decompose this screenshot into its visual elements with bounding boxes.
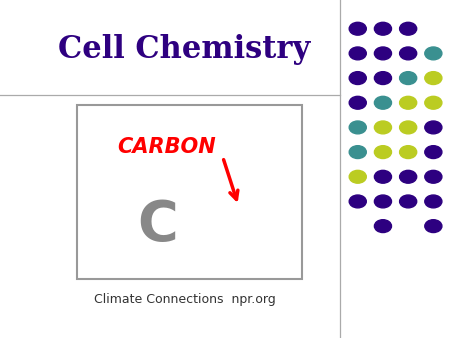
Circle shape <box>425 47 442 60</box>
Circle shape <box>400 195 417 208</box>
Circle shape <box>374 195 392 208</box>
Text: C: C <box>137 198 178 252</box>
Circle shape <box>374 170 392 183</box>
Circle shape <box>349 96 366 109</box>
Circle shape <box>400 47 417 60</box>
Circle shape <box>425 146 442 159</box>
Circle shape <box>349 195 366 208</box>
Circle shape <box>400 72 417 84</box>
Text: Climate Connections  npr.org: Climate Connections npr.org <box>94 293 275 306</box>
Circle shape <box>349 47 366 60</box>
Circle shape <box>425 170 442 183</box>
Bar <box>76 105 302 279</box>
Text: CARBON: CARBON <box>117 137 216 156</box>
Text: Cell Chemistry: Cell Chemistry <box>58 33 310 65</box>
Circle shape <box>425 96 442 109</box>
Circle shape <box>374 96 392 109</box>
Circle shape <box>374 22 392 35</box>
Circle shape <box>349 121 366 134</box>
Circle shape <box>349 170 366 183</box>
Circle shape <box>400 22 417 35</box>
Circle shape <box>400 146 417 159</box>
Circle shape <box>374 47 392 60</box>
Circle shape <box>374 72 392 84</box>
Circle shape <box>349 22 366 35</box>
Circle shape <box>349 146 366 159</box>
Circle shape <box>400 96 417 109</box>
Circle shape <box>425 220 442 233</box>
Circle shape <box>425 72 442 84</box>
Circle shape <box>374 121 392 134</box>
Circle shape <box>425 195 442 208</box>
Circle shape <box>425 121 442 134</box>
Circle shape <box>374 146 392 159</box>
Circle shape <box>400 121 417 134</box>
Circle shape <box>349 72 366 84</box>
Circle shape <box>400 170 417 183</box>
Circle shape <box>374 220 392 233</box>
